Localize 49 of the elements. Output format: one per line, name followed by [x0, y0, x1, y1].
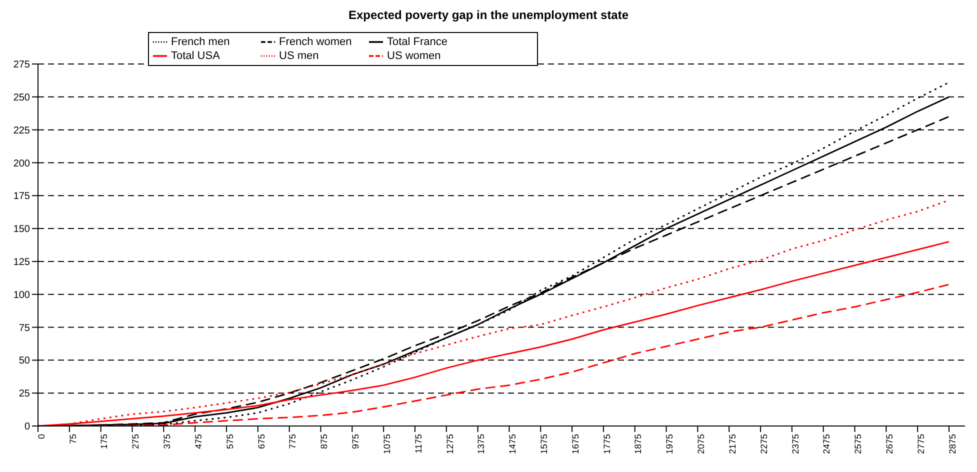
y-tick-label: 100: [13, 290, 30, 301]
x-tick-label: 2875: [947, 434, 958, 454]
x-tick-label: 1075: [382, 434, 392, 454]
legend-label: US men: [279, 50, 320, 62]
x-tick-label: 1775: [602, 434, 612, 454]
y-tick-label: 175: [13, 191, 30, 202]
x-tick-label: 0: [36, 434, 46, 440]
x-tick-label: 175: [99, 434, 110, 450]
x-tick-label: 675: [256, 434, 266, 450]
x-tick-label: 875: [319, 434, 330, 450]
legend-label: Total France: [387, 36, 449, 48]
legend-label: French women: [279, 36, 353, 48]
x-tick-label: 2775: [916, 434, 926, 454]
x-tick-label: 1175: [413, 434, 424, 454]
x-tick-label: 2375: [790, 434, 800, 454]
x-tick-label: 1975: [664, 434, 675, 454]
x-tick-label: 275: [130, 434, 141, 450]
legend-label: US women: [387, 50, 442, 62]
y-tick-label: 125: [13, 257, 30, 268]
y-tick-label: 25: [18, 388, 30, 400]
x-tick-label: 2275: [758, 434, 769, 454]
y-tick-label: 0: [24, 422, 30, 433]
x-tick-label: 75: [68, 434, 78, 444]
x-tick-label: 1475: [508, 434, 518, 454]
x-tick-label: 2075: [696, 434, 706, 454]
x-tick-label: 2175: [727, 434, 738, 454]
x-tick-label: 575: [224, 434, 235, 450]
x-tick-label: 775: [288, 434, 298, 450]
x-tick-label: 2575: [853, 434, 864, 454]
x-tick-label: 1875: [633, 434, 644, 454]
y-tick-label: 150: [13, 224, 30, 236]
y-tick-label: 75: [18, 322, 30, 334]
legend-label: French men: [171, 36, 231, 48]
x-tick-label: 375: [162, 434, 172, 450]
x-tick-label: 2675: [884, 434, 895, 454]
x-tick-label: 2475: [822, 434, 832, 454]
chart-title: Expected poverty gap in the unemployment state: [347, 8, 630, 22]
y-tick-label: 50: [18, 356, 30, 367]
y-tick-label: 275: [13, 60, 30, 71]
legend-label: Total USA: [171, 50, 221, 62]
y-tick-label: 225: [13, 125, 30, 136]
y-tick-label: 250: [13, 92, 30, 104]
x-tick-label: 975: [350, 434, 361, 450]
y-tick-label: 200: [13, 158, 30, 170]
x-tick-label: 475: [193, 434, 204, 450]
x-tick-label: 1375: [476, 434, 486, 454]
x-tick-label: 1275: [444, 434, 455, 454]
x-tick-label: 1675: [570, 434, 580, 454]
x-tick-label: 1575: [539, 434, 550, 454]
